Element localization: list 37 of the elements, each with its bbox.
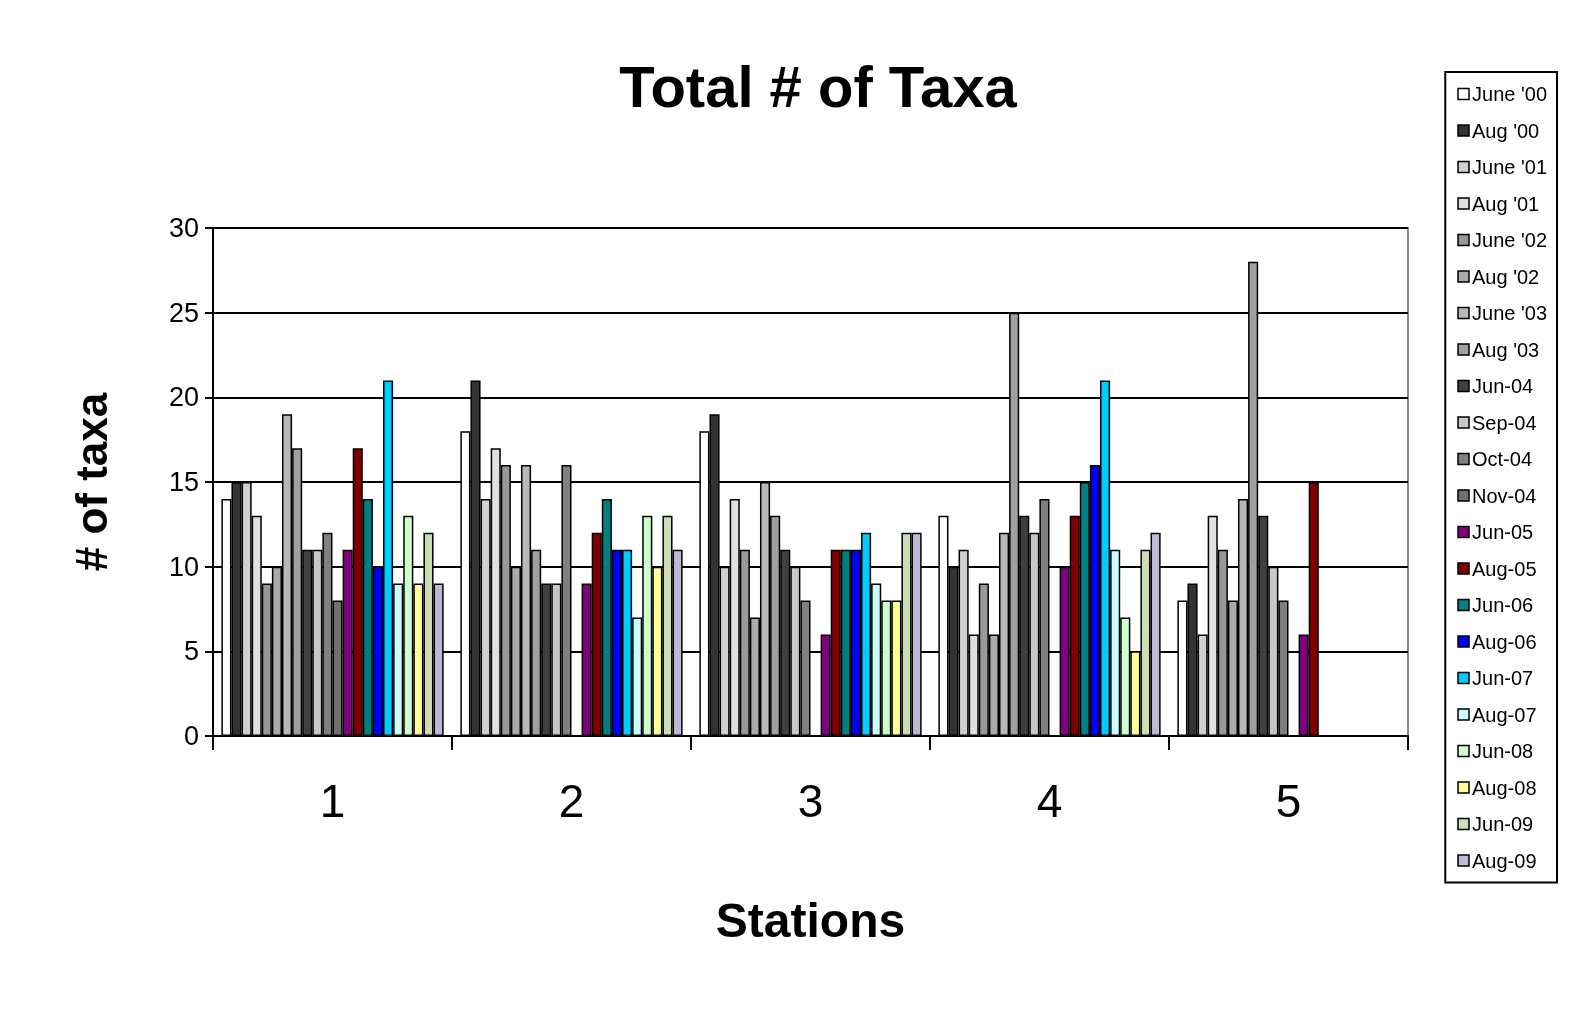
- legend-label: Jun-09: [1472, 813, 1534, 835]
- legend-label: June '02: [1472, 229, 1548, 251]
- legend-label: Sep-04: [1472, 411, 1537, 434]
- x-tick-label: 2: [558, 775, 585, 827]
- legend-label: Nov-04: [1472, 484, 1537, 507]
- legend-label: June '03: [1472, 302, 1548, 324]
- legend-label: Jun-05: [1472, 521, 1534, 543]
- y-tick-label: 15: [168, 467, 199, 497]
- legend-label: Aug '01: [1472, 192, 1540, 215]
- legend-label: Jun-04: [1472, 375, 1534, 397]
- y-tick-label: 20: [168, 382, 199, 413]
- legend-label: Aug-08: [1472, 776, 1537, 799]
- legend-label: June '00: [1472, 83, 1548, 105]
- legend-label: Jun-07: [1472, 667, 1534, 689]
- chart-title: Total # of Taxa: [619, 53, 1018, 119]
- legend-label: Jun-08: [1472, 740, 1534, 762]
- legend-label: Aug-06: [1472, 630, 1537, 653]
- y-tick-label: 30: [168, 213, 199, 243]
- legend-label: Aug '03: [1472, 338, 1540, 361]
- legend-label: Aug-07: [1472, 703, 1537, 726]
- legend-label: Aug '02: [1472, 265, 1540, 288]
- x-tick-label: 1: [319, 775, 346, 827]
- legend-label: Oct-04: [1472, 448, 1533, 470]
- y-tick-label: 5: [183, 636, 199, 667]
- legend-label: Aug-05: [1472, 557, 1537, 580]
- x-tick-label: 4: [1036, 775, 1063, 827]
- x-tick-label: 5: [1275, 775, 1302, 827]
- y-tick-label: 25: [168, 297, 199, 328]
- legend-label: Jun-06: [1472, 594, 1534, 616]
- y-tick-label: 0: [183, 721, 199, 751]
- y-tick-label: 10: [168, 551, 199, 582]
- x-axis-title: Stations: [715, 893, 906, 947]
- legend-label: June '01: [1472, 156, 1548, 178]
- legend-label: Aug '00: [1472, 119, 1540, 142]
- x-tick-label: 3: [797, 775, 824, 827]
- y-axis-title: # of taxa: [66, 392, 116, 572]
- legend-label: Aug-09: [1472, 849, 1537, 872]
